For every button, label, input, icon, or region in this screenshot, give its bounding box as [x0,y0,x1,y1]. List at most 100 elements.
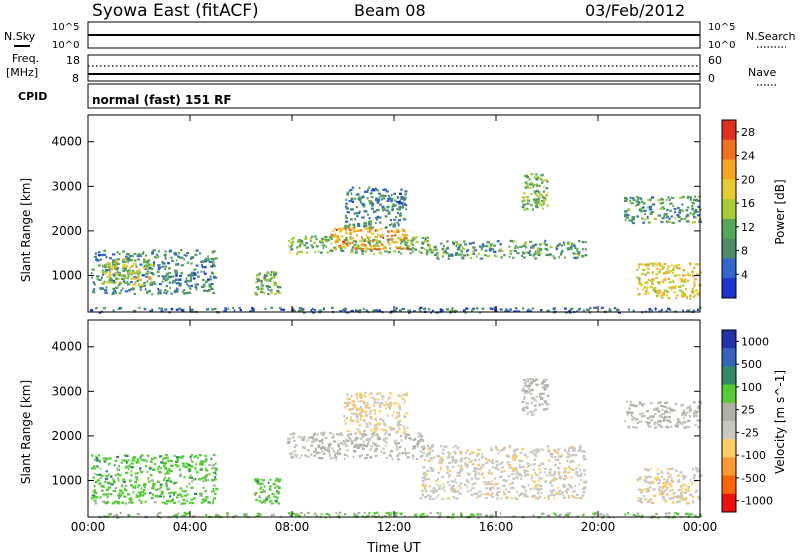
range-gate-cell [422,466,426,469]
range-gate-cell [355,444,359,447]
range-gate-cell [306,251,309,254]
range-gate-cell [385,512,389,515]
range-gate-cell [600,306,605,309]
range-gate-cell [658,283,661,286]
range-gate-cell [171,259,174,262]
range-gate-cell [173,454,176,457]
range-gate-cell [179,278,182,281]
range-gate-cell [108,273,112,277]
range-gate-cell [672,286,676,289]
range-gate-cell [346,244,349,247]
range-gate-cell [381,419,385,422]
y-tick-label: 4000 [51,340,82,354]
range-gate-cell [197,271,199,274]
range-gate-cell [123,487,126,490]
range-gate-cell [382,188,386,191]
range-gate-cell [551,484,554,487]
range-gate-cell [551,454,553,457]
range-gate-cell [103,264,105,267]
range-gate-cell [532,514,535,517]
range-gate-cell [358,196,361,199]
range-gate-cell [523,256,526,259]
range-gate-cell [627,425,631,429]
range-gate-cell [373,401,377,404]
range-gate-cell [529,393,533,396]
range-gate-cell [528,382,531,385]
range-gate-cell [512,454,516,457]
range-gate-cell [131,459,134,462]
range-gate-cell [369,406,371,410]
range-gate-cell [655,273,659,276]
range-gate-cell [451,460,454,463]
range-gate-cell [546,445,550,448]
range-gate-cell [450,487,454,490]
range-gate-cell [513,477,515,480]
range-gate-cell [269,499,273,502]
range-gate-cell [679,485,683,488]
range-gate-cell [657,410,660,413]
range-gate-cell [359,432,363,436]
range-gate-cell [397,223,400,226]
range-gate-cell [563,241,565,244]
colorbar-tick-label: 24 [741,150,755,163]
range-gate-cell [403,217,405,220]
range-gate-cell [310,235,314,238]
range-gate-cell [488,249,492,252]
range-gate-cell [350,412,354,415]
range-gate-cell [398,309,402,312]
range-gate-cell [353,406,357,409]
range-gate-cell [638,420,642,423]
range-gate-cell [118,492,121,495]
range-gate-cell [403,515,406,518]
range-gate-cell [178,468,182,471]
range-gate-cell [351,420,355,423]
range-gate-cell [504,479,508,482]
range-gate-cell [361,195,364,198]
range-gate-cell [538,395,541,398]
range-gate-cell [584,254,588,257]
range-gate-cell [189,465,193,468]
range-gate-cell [151,273,155,276]
range-gate-cell [674,217,676,220]
range-gate-cell [278,306,282,310]
range-gate-cell [334,452,337,455]
range-gate-cell [148,276,152,279]
range-gate-cell [479,245,482,248]
range-gate-cell [169,470,173,473]
range-gate-cell [523,495,527,498]
range-gate-cell [373,443,377,446]
range-gate-cell [120,494,123,497]
range-gate-cell [119,512,122,515]
range-gate-cell [419,438,424,441]
range-gate-cell [123,257,127,260]
range-gate-cell [151,293,154,296]
range-gate-cell [662,419,666,422]
range-gate-cell [362,205,366,208]
range-gate-cell [96,473,98,476]
range-gate-cell [458,474,461,477]
range-gate-cell [391,414,394,417]
range-gate-cell [368,440,370,443]
range-gate-cell [137,459,140,462]
range-gate-cell [148,259,151,262]
range-gate-cell [398,206,400,209]
range-gate-cell [679,277,682,280]
range-gate-cell [200,467,203,470]
range-gate-cell [689,404,692,408]
range-gate-cell [136,270,139,273]
range-gate-cell [673,291,676,294]
range-gate-cell [406,391,409,394]
range-gate-cell [152,485,155,488]
range-gate-cell [342,442,345,445]
range-gate-cell [659,423,662,427]
colorbar-tick-label: 1000 [741,335,769,348]
range-gate-cell [347,401,351,404]
range-gate-cell [168,467,171,471]
range-gate-cell [124,484,128,487]
range-gate-cell [647,481,650,484]
range-gate-cell [124,267,127,270]
range-gate-cell [430,444,434,447]
range-gate-cell [150,278,153,281]
range-gate-cell [453,490,457,493]
range-gate-cell [669,287,673,290]
